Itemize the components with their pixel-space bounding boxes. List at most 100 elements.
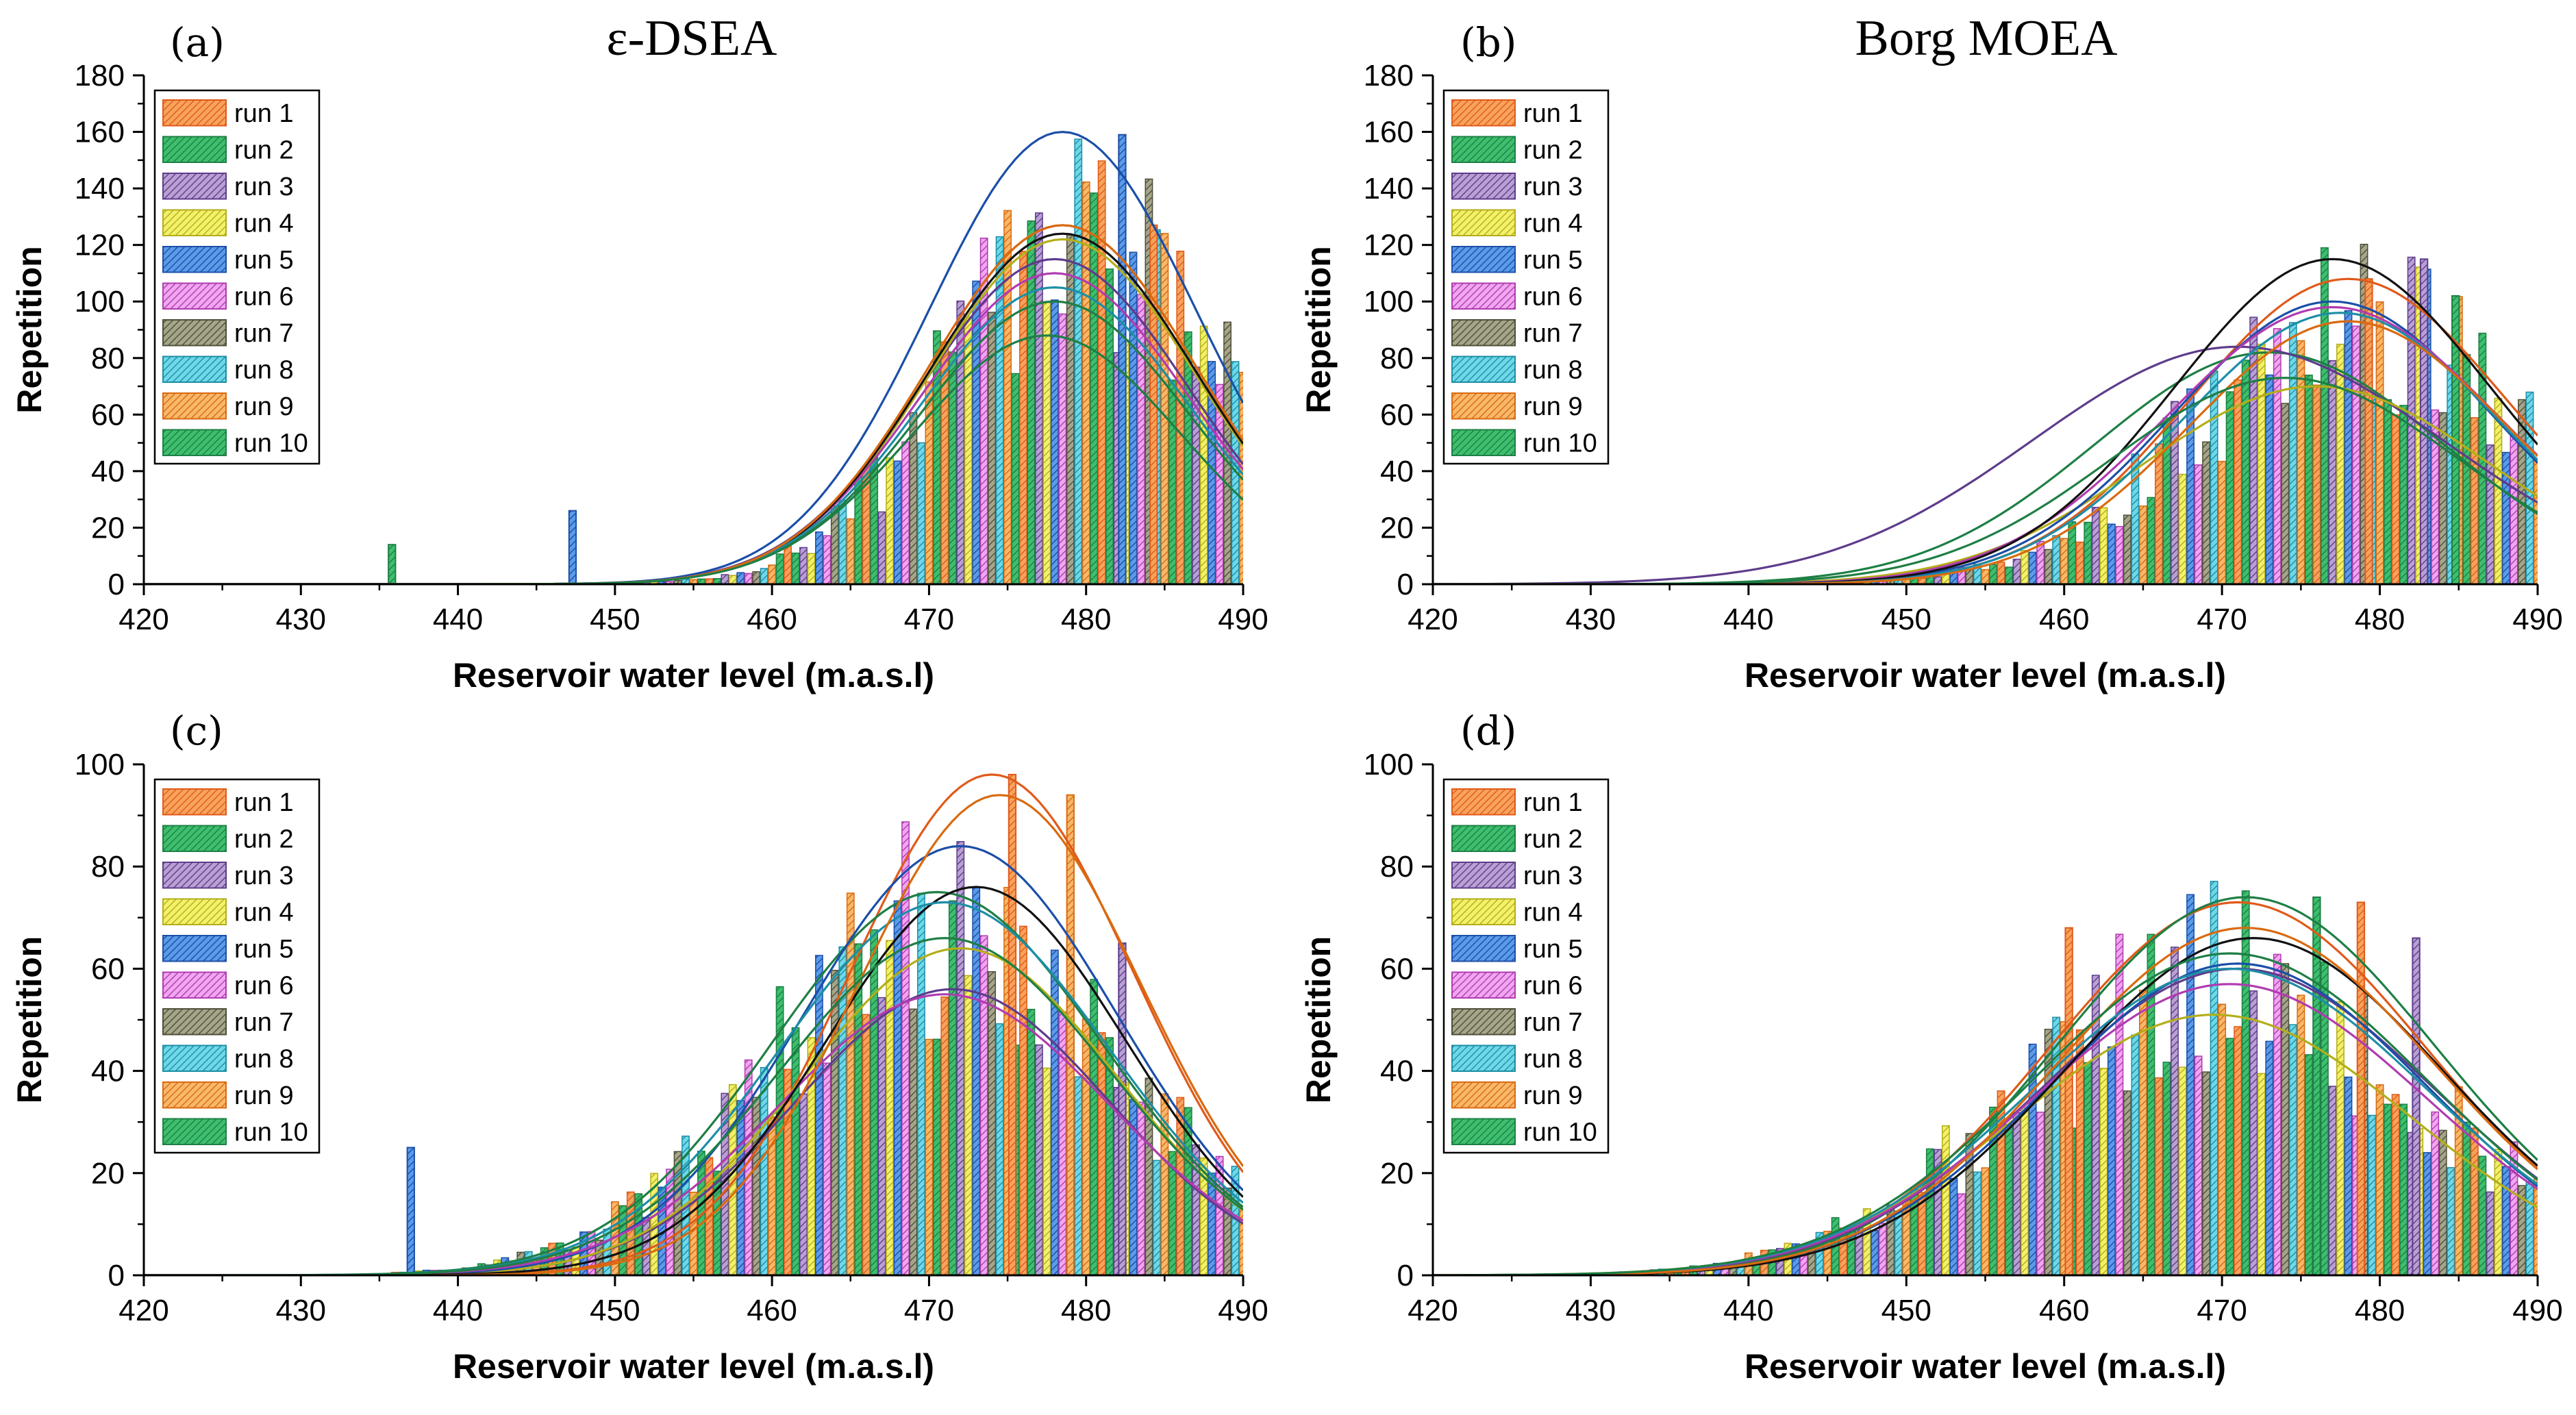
bar bbox=[1137, 294, 1145, 584]
bar bbox=[2091, 507, 2100, 584]
legend-swatch bbox=[1451, 282, 1516, 310]
bar bbox=[2107, 523, 2116, 584]
x-tick-label: 490 bbox=[2512, 1294, 2562, 1327]
legend-swatch bbox=[1451, 1081, 1516, 1109]
legend-label: run 5 bbox=[1523, 246, 1583, 275]
bar bbox=[2052, 535, 2061, 584]
y-tick-label: 80 bbox=[1380, 342, 1414, 375]
fit-curve-run-5 bbox=[1433, 300, 2538, 584]
bar bbox=[925, 381, 934, 584]
bar bbox=[2249, 316, 2258, 584]
bar bbox=[2162, 417, 2171, 584]
bar bbox=[1997, 1090, 2005, 1275]
bar bbox=[775, 553, 784, 584]
bar bbox=[1050, 299, 1059, 584]
bar bbox=[2534, 458, 2538, 584]
x-tick-label: 420 bbox=[1408, 603, 1458, 636]
y-tick-label: 120 bbox=[75, 229, 125, 262]
bar bbox=[901, 441, 910, 584]
legend-swatch bbox=[1451, 99, 1516, 127]
bar bbox=[2091, 975, 2100, 1275]
bar bbox=[2147, 497, 2155, 584]
bar-peak bbox=[406, 1147, 415, 1275]
bar bbox=[681, 578, 690, 584]
bar bbox=[2375, 1084, 2384, 1275]
bar bbox=[1152, 1160, 1161, 1275]
bar bbox=[1090, 192, 1099, 584]
bar bbox=[2005, 566, 2013, 584]
chart-panel-a: (a) 420 430 440 450 460 470 480 490 0 20 40 60 80 100 1… bbox=[10, 19, 1268, 694]
x-axis-title: Reservoir water level (m.a.s.l) bbox=[1745, 1347, 2226, 1386]
y-tick-label: 100 bbox=[75, 285, 125, 318]
bar bbox=[2273, 953, 2281, 1275]
x-tick-label: 490 bbox=[1218, 603, 1268, 636]
bar-peak bbox=[1118, 134, 1127, 584]
bar bbox=[1199, 325, 1208, 584]
bar bbox=[2044, 1029, 2053, 1275]
panel-label: (d) bbox=[1460, 707, 1516, 754]
bar bbox=[2202, 441, 2211, 584]
bars-group bbox=[1610, 881, 2538, 1275]
x-tick-label: 440 bbox=[1723, 603, 1773, 636]
y-tick-label: 180 bbox=[75, 59, 125, 92]
bar bbox=[1058, 313, 1067, 584]
panel-label: (b) bbox=[1460, 19, 1516, 66]
bar bbox=[2052, 1016, 2061, 1275]
bar bbox=[2075, 541, 2084, 584]
bar bbox=[752, 1097, 761, 1275]
bar bbox=[2297, 340, 2305, 584]
fit-curve-run-3 bbox=[1433, 345, 2538, 584]
legend-swatch bbox=[162, 136, 227, 163]
bar bbox=[705, 578, 714, 584]
bar bbox=[2384, 1103, 2392, 1275]
bar bbox=[1215, 1155, 1224, 1275]
legend-label: run 1 bbox=[234, 99, 294, 128]
bar bbox=[972, 280, 981, 584]
x-tick-label: 420 bbox=[1408, 1294, 1458, 1327]
bar bbox=[1160, 233, 1169, 584]
bar bbox=[2399, 1103, 2408, 1275]
bar bbox=[1871, 1229, 1879, 1275]
bar bbox=[2210, 881, 2218, 1275]
x-tick-label: 450 bbox=[590, 1294, 640, 1327]
bar bbox=[791, 552, 800, 584]
bar bbox=[1081, 181, 1090, 584]
legend-label: run 2 bbox=[234, 825, 294, 853]
bar bbox=[1997, 562, 2005, 584]
bar bbox=[2336, 1001, 2344, 1275]
bar bbox=[2510, 1141, 2518, 1275]
bar bbox=[2368, 1114, 2376, 1275]
bar bbox=[1019, 925, 1027, 1275]
bar bbox=[1035, 1044, 1043, 1275]
y-tick-label: 80 bbox=[91, 342, 125, 375]
bar bbox=[1949, 1177, 1958, 1275]
legend-swatch bbox=[162, 1044, 227, 1072]
bar bbox=[870, 929, 879, 1275]
bar bbox=[799, 547, 808, 584]
y-axis-title: Repetition bbox=[1299, 246, 1338, 413]
bar bbox=[2423, 1152, 2431, 1275]
bar bbox=[1878, 1223, 1887, 1275]
y-tick-label: 40 bbox=[1380, 1055, 1414, 1088]
y-axis-title: Repetition bbox=[10, 246, 49, 413]
bar bbox=[2328, 360, 2337, 584]
bar bbox=[1168, 379, 1177, 584]
fit-curve-run-9 bbox=[1433, 927, 2538, 1275]
legend-swatch bbox=[162, 1081, 227, 1109]
legend-label: run 4 bbox=[234, 898, 294, 927]
bars-group bbox=[390, 773, 1243, 1275]
bar bbox=[2012, 1112, 2021, 1275]
legend-swatch bbox=[162, 1008, 227, 1036]
bar bbox=[2510, 434, 2518, 584]
bar bbox=[979, 237, 988, 584]
x-tick-label: 480 bbox=[2355, 1294, 2405, 1327]
bar bbox=[2155, 443, 2163, 584]
y-tick-label: 60 bbox=[91, 398, 125, 431]
bar bbox=[744, 573, 753, 584]
legend: run 1 run 2 run 3 run 4 run 5 run 6 run 7 run 8… bbox=[1442, 89, 1610, 465]
x-tick-label: 420 bbox=[118, 603, 168, 636]
bar bbox=[2178, 473, 2187, 584]
bar bbox=[2265, 1040, 2274, 1275]
chart-panel-d: (d) 420 430 440 450 460 470 480 490 0 20 40 60 80 100 R… bbox=[1299, 707, 2563, 1386]
x-tick-label: 450 bbox=[1881, 603, 1931, 636]
